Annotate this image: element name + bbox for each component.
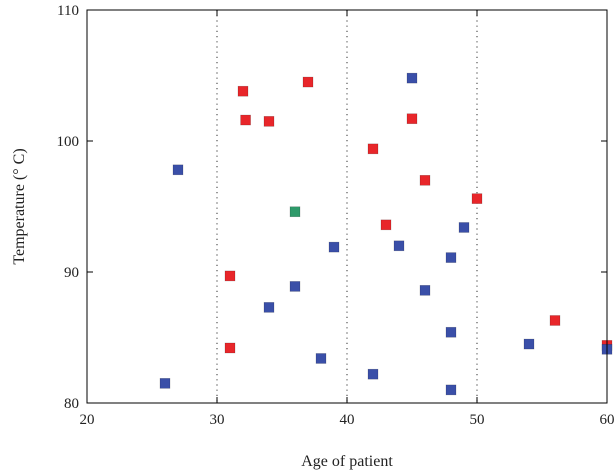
- data-point: [159, 378, 171, 389]
- data-point: [419, 285, 431, 296]
- data-point: [458, 222, 470, 233]
- data-point: [406, 72, 418, 84]
- data-point: [328, 241, 340, 253]
- data-points: [159, 72, 613, 396]
- x-axis-label: Age of patient: [301, 453, 393, 470]
- data-point: [224, 270, 236, 282]
- data-point: [240, 114, 251, 126]
- x-tick-label: 40: [340, 412, 355, 428]
- vertical-guide-lines: [216, 10, 478, 403]
- y-tick-label: 110: [57, 3, 79, 19]
- data-point: [419, 175, 431, 186]
- data-point: [367, 368, 379, 380]
- data-point: [406, 113, 418, 125]
- data-point: [237, 85, 249, 97]
- data-point: [445, 252, 457, 263]
- data-point: [549, 315, 561, 326]
- data-point: [523, 338, 535, 350]
- y-tick-label: 100: [57, 134, 80, 150]
- data-point: [289, 206, 301, 218]
- data-point: [315, 353, 327, 364]
- data-point: [263, 302, 275, 313]
- y-tick-label: 90: [64, 265, 79, 281]
- data-point: [471, 193, 483, 204]
- y-axis-ticks: 80 90 100 110: [57, 3, 607, 412]
- data-point: [445, 384, 457, 396]
- data-point: [263, 116, 275, 127]
- data-point: [367, 143, 379, 155]
- x-axis-ticks: 20 30 40 50 60: [80, 10, 615, 428]
- y-tick-label: 80: [64, 396, 79, 412]
- data-point: [289, 281, 301, 292]
- y-axis-label: Temperature (° C): [11, 148, 28, 264]
- data-point: [445, 326, 457, 338]
- data-point: [380, 219, 392, 231]
- x-tick-label: 20: [80, 412, 95, 428]
- x-tick-label: 60: [600, 412, 615, 428]
- data-point: [172, 164, 184, 176]
- data-point: [302, 76, 314, 88]
- data-point: [224, 342, 236, 354]
- x-tick-label: 30: [210, 412, 225, 428]
- x-tick-label: 50: [470, 412, 485, 428]
- data-point: [393, 240, 405, 252]
